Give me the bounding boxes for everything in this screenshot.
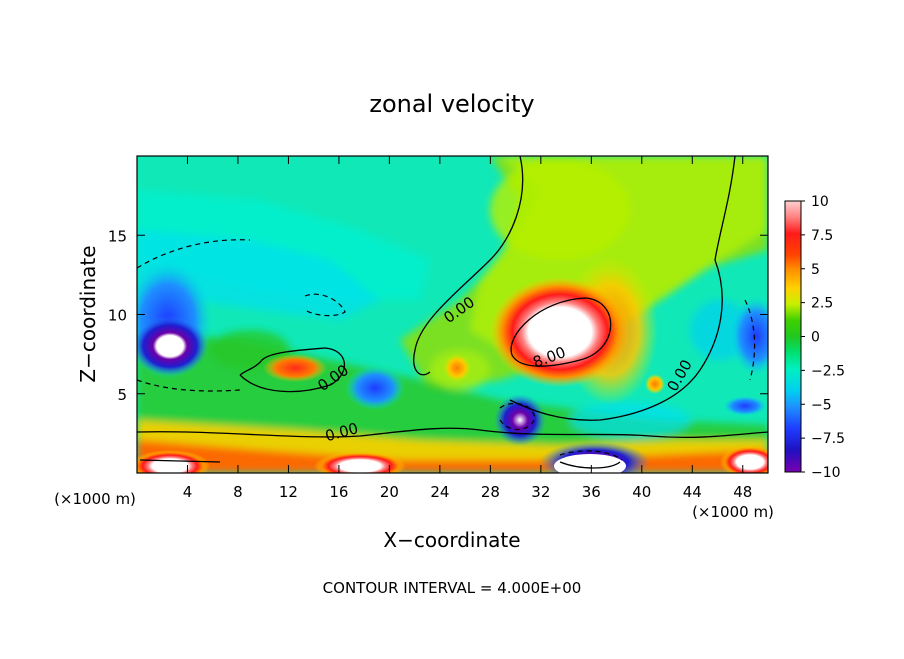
x-tick-label: 20 xyxy=(380,483,399,501)
x-tick-label: 32 xyxy=(531,483,550,501)
x-axis-label: X−coordinate xyxy=(383,528,520,552)
x-unit-left: (×1000 m) xyxy=(54,490,136,508)
x-unit-right: (×1000 m) xyxy=(692,503,774,521)
y-axis: 5 10 15 xyxy=(108,227,768,404)
colorbar-tick-label: 5 xyxy=(811,262,820,278)
y-tick-label: 5 xyxy=(117,386,127,404)
x-tick-label: 12 xyxy=(279,483,298,501)
x-tick-label: 24 xyxy=(430,483,449,501)
colorbar-ticks: 10 7.5 5 2.5 0 −2.5 −5 −7.5 −10 xyxy=(801,194,845,481)
colorbar: 10 7.5 5 2.5 0 −2.5 −5 −7.5 −10 xyxy=(784,194,845,481)
colorbar-tick-label: 10 xyxy=(811,194,829,210)
colorbar-tick-label: 2.5 xyxy=(811,296,833,312)
x-tick-label: 40 xyxy=(632,483,651,501)
colorbar-tick-label: −5 xyxy=(811,397,832,413)
x-tick-label: 48 xyxy=(733,483,752,501)
colorbar-tick-label: −10 xyxy=(811,465,841,481)
colorbar-tick-label: 7.5 xyxy=(811,228,833,244)
contour-interval-note: CONTOUR INTERVAL = 4.000E+00 xyxy=(323,579,582,597)
y-axis-label: Z−coordinate xyxy=(76,245,100,382)
chart-title: zonal velocity xyxy=(369,90,534,118)
y-tick-label: 15 xyxy=(108,227,127,245)
colorbar-tick-label: −7.5 xyxy=(811,431,845,447)
x-tick-label: 4 xyxy=(183,483,193,501)
x-tick-label: 16 xyxy=(329,483,348,501)
x-tick-label: 8 xyxy=(233,483,243,501)
x-tick-label: 28 xyxy=(481,483,500,501)
colorbar-tick-label: 0 xyxy=(811,330,820,346)
x-tick-label: 36 xyxy=(582,483,601,501)
x-axis: 4 8 12 16 20 24 28 32 36 40 44 48 xyxy=(183,156,752,501)
x-tick-label: 44 xyxy=(683,483,702,501)
colorbar-gradient xyxy=(784,200,802,473)
colorbar-tick-label: −2.5 xyxy=(811,363,845,379)
y-tick-label: 10 xyxy=(108,307,127,325)
heatmap-field xyxy=(137,156,768,473)
